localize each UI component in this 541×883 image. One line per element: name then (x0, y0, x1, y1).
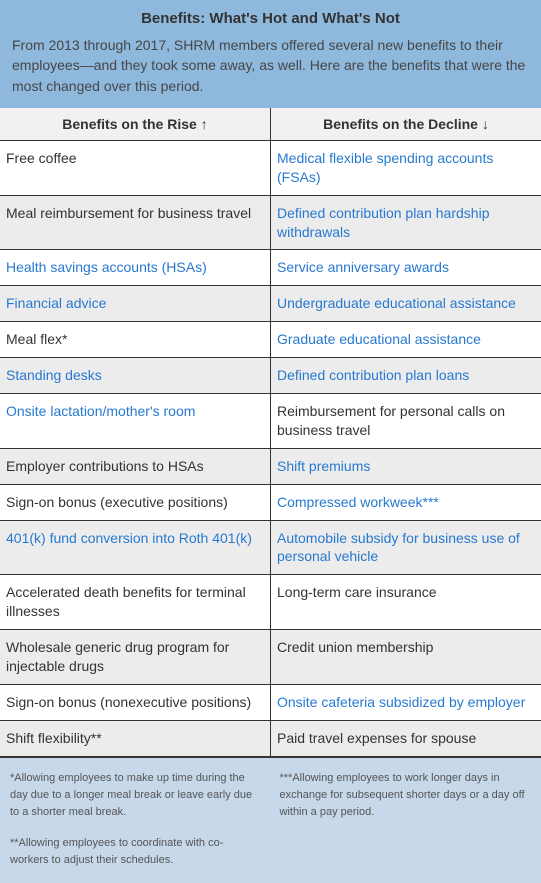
cell-rise: Meal reimbursement for business travel (0, 195, 271, 250)
cell-decline[interactable]: Defined contribution plan hardship withd… (271, 195, 541, 250)
benefits-table: Benefits on the Rise ↑ Benefits on the D… (0, 108, 541, 757)
table-row: Free coffeeMedical flexible spending acc… (0, 140, 541, 195)
table-row: Sign-on bonus (nonexecutive positions)On… (0, 684, 541, 720)
cell-decline[interactable]: Compressed workweek*** (271, 484, 541, 520)
cell-rise: Sign-on bonus (nonexecutive positions) (0, 684, 271, 720)
table-body: Free coffeeMedical flexible spending acc… (0, 140, 541, 756)
table-row: Sign-on bonus (executive positions)Compr… (0, 484, 541, 520)
cell-rise[interactable]: 401(k) fund conversion into Roth 401(k) (0, 520, 271, 575)
table-row: Financial adviceUndergraduate educationa… (0, 286, 541, 322)
table-row: Standing desksDefined contribution plan … (0, 358, 541, 394)
cell-decline[interactable]: Graduate educational assistance (271, 322, 541, 358)
cell-decline: Reimbursement for personal calls on busi… (271, 394, 541, 449)
cell-decline[interactable]: Service anniversary awards (271, 250, 541, 286)
footnote-2: **Allowing employees to coordinate with … (10, 835, 262, 869)
cell-rise: Wholesale generic drug program for injec… (0, 630, 271, 685)
cell-decline[interactable]: Automobile subsidy for business use of p… (271, 520, 541, 575)
benefits-table-container: Benefits: What's Hot and What's Not From… (0, 0, 541, 883)
footnote-3: ***Allowing employees to work longer day… (280, 770, 532, 821)
footnote-col-right: ***Allowing employees to work longer day… (280, 770, 532, 869)
table-row: 401(k) fund conversion into Roth 401(k)A… (0, 520, 541, 575)
table-row: Shift flexibility**Paid travel expenses … (0, 720, 541, 756)
cell-decline: Long-term care insurance (271, 575, 541, 630)
table-row: Employer contributions to HSAsShift prem… (0, 448, 541, 484)
col-header-decline: Benefits on the Decline ↓ (271, 108, 541, 141)
cell-rise: Shift flexibility** (0, 720, 271, 756)
intro-text: From 2013 through 2017, SHRM members off… (12, 35, 529, 96)
cell-decline: Paid travel expenses for spouse (271, 720, 541, 756)
col-header-rise: Benefits on the Rise ↑ (0, 108, 271, 141)
page-title: Benefits: What's Hot and What's Not (12, 10, 529, 27)
footnote-col-left: *Allowing employees to make up time duri… (10, 770, 262, 869)
table-row: Meal flex*Graduate educational assistanc… (0, 322, 541, 358)
footnotes: *Allowing employees to make up time duri… (0, 757, 541, 883)
table-row: Meal reimbursement for business travelDe… (0, 195, 541, 250)
cell-decline[interactable]: Onsite cafeteria subsidized by employer (271, 684, 541, 720)
cell-rise[interactable]: Health savings accounts (HSAs) (0, 250, 271, 286)
table-row: Health savings accounts (HSAs)Service an… (0, 250, 541, 286)
cell-decline[interactable]: Undergraduate educational assistance (271, 286, 541, 322)
cell-rise[interactable]: Onsite lactation/mother's room (0, 394, 271, 449)
cell-rise: Accelerated death benefits for terminal … (0, 575, 271, 630)
cell-rise: Employer contributions to HSAs (0, 448, 271, 484)
header-band: Benefits: What's Hot and What's Not From… (0, 0, 541, 108)
cell-decline: Credit union membership (271, 630, 541, 685)
table-row: Wholesale generic drug program for injec… (0, 630, 541, 685)
cell-rise[interactable]: Standing desks (0, 358, 271, 394)
cell-rise: Free coffee (0, 140, 271, 195)
table-row: Onsite lactation/mother's roomReimbursem… (0, 394, 541, 449)
table-row: Accelerated death benefits for terminal … (0, 575, 541, 630)
cell-decline[interactable]: Medical flexible spending accounts (FSAs… (271, 140, 541, 195)
cell-rise: Meal flex* (0, 322, 271, 358)
cell-decline[interactable]: Defined contribution plan loans (271, 358, 541, 394)
table-header-row: Benefits on the Rise ↑ Benefits on the D… (0, 108, 541, 141)
cell-rise: Sign-on bonus (executive positions) (0, 484, 271, 520)
cell-decline[interactable]: Shift premiums (271, 448, 541, 484)
footnote-1: *Allowing employees to make up time duri… (10, 770, 262, 821)
cell-rise[interactable]: Financial advice (0, 286, 271, 322)
